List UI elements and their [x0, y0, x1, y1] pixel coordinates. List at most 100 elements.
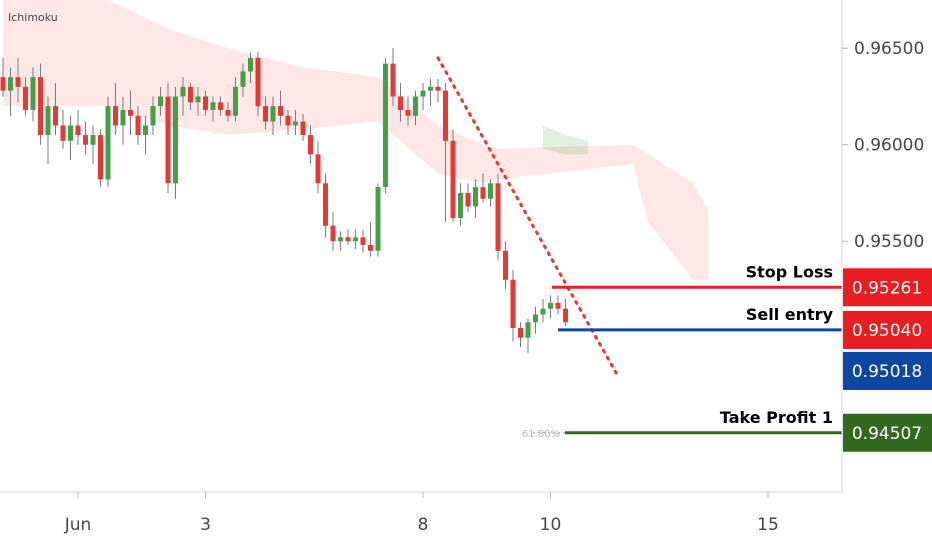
candle: [233, 77, 238, 122]
take-profit-price: 0.94507: [852, 424, 922, 444]
candle: [165, 82, 171, 193]
candle: [495, 173, 501, 261]
candle: [540, 299, 546, 323]
candle: [285, 109, 291, 136]
candle: [83, 121, 88, 155]
candle: [390, 48, 396, 107]
candle: [195, 86, 201, 116]
x-tick-label: 15: [757, 515, 779, 535]
candle: [255, 52, 261, 116]
sell-entry-price: 0.95040: [852, 321, 922, 341]
current-price: 0.95018: [852, 362, 922, 382]
candle: [158, 86, 163, 116]
candle: [45, 96, 51, 164]
candle: [270, 96, 276, 136]
candle: [173, 86, 178, 199]
candle: [315, 140, 321, 193]
candle: [90, 125, 96, 164]
candle: [383, 57, 388, 193]
indicator-label: Ichimoku: [8, 11, 58, 24]
cloud-bearish: [3, 0, 708, 280]
candle: [375, 183, 381, 257]
candle: [98, 129, 103, 188]
candle: [323, 173, 328, 238]
candle: [345, 229, 351, 246]
candle: [563, 299, 568, 327]
x-axis[interactable]: Jun 3 8 10 15: [64, 492, 779, 535]
candle: [210, 96, 216, 122]
candle: [225, 102, 231, 122]
sell-entry-label: Sell entry: [746, 305, 834, 324]
candle: [240, 63, 246, 97]
current-price-badge: 0.95018: [843, 351, 932, 390]
candle: [360, 229, 366, 253]
trendline: [436, 56, 620, 378]
x-tick-label: 8: [418, 515, 429, 535]
candle: [293, 109, 298, 136]
candle: [533, 306, 538, 334]
candle: [128, 90, 133, 136]
price-levels: [533, 285, 842, 435]
candle: [15, 57, 21, 103]
sell-entry-badge: 0.95040: [843, 310, 932, 349]
candle: [0, 57, 6, 97]
candle: [443, 82, 448, 222]
candle: [143, 115, 148, 155]
candle: [435, 79, 441, 103]
candle: [353, 229, 358, 249]
candle: [488, 179, 493, 207]
candle: [23, 77, 28, 116]
stop-loss-price: 0.95261: [852, 278, 922, 298]
candle: [120, 96, 126, 145]
candle: [218, 96, 223, 116]
candle: [405, 96, 411, 126]
x-tick-label: 10: [540, 515, 562, 535]
candle: [368, 221, 373, 257]
ichimoku-cloud: [3, 0, 708, 280]
x-tick-label: Jun: [64, 515, 92, 535]
candle: [308, 125, 313, 164]
fib-label: 61.80%: [522, 429, 560, 440]
candle: [473, 179, 478, 219]
y-axis[interactable]: 0.96500 0.96000 0.95500: [842, 39, 924, 252]
candle: [105, 96, 111, 188]
take-profit-label: Take Profit 1: [720, 408, 833, 427]
candle: [150, 96, 156, 136]
candle: [8, 67, 13, 116]
candle: [180, 77, 186, 116]
candle: [248, 52, 253, 83]
candle: [53, 82, 58, 136]
candle: [458, 183, 463, 226]
candle: [330, 212, 336, 251]
candle: [38, 63, 43, 145]
x-tick-label: 3: [200, 515, 211, 535]
candle: [300, 113, 306, 141]
candle: [420, 82, 426, 110]
take-profit-badge: 0.94507: [843, 413, 932, 452]
candle: [68, 115, 73, 161]
candle: [60, 109, 66, 149]
candle: [503, 241, 508, 290]
candle: [30, 67, 36, 122]
candle: [465, 183, 471, 213]
candle: [450, 129, 456, 222]
candle: [413, 90, 418, 126]
cloud-bullish: [543, 125, 588, 155]
candle: [525, 318, 531, 354]
candle: [480, 173, 486, 203]
y-tick-label: 0.96500: [854, 39, 924, 59]
candle: [518, 322, 523, 348]
candle: [188, 82, 193, 110]
stop-loss-badge: 0.95261: [843, 268, 932, 307]
y-tick-label: 0.96000: [854, 136, 924, 156]
candle: [555, 295, 561, 315]
candle: [510, 270, 516, 342]
candle: [398, 82, 403, 122]
candle: [428, 79, 433, 107]
candle: [203, 90, 208, 116]
candle: [135, 106, 141, 145]
candle: [75, 109, 81, 145]
candle: [548, 295, 553, 319]
y-tick-label: 0.95500: [854, 232, 924, 252]
